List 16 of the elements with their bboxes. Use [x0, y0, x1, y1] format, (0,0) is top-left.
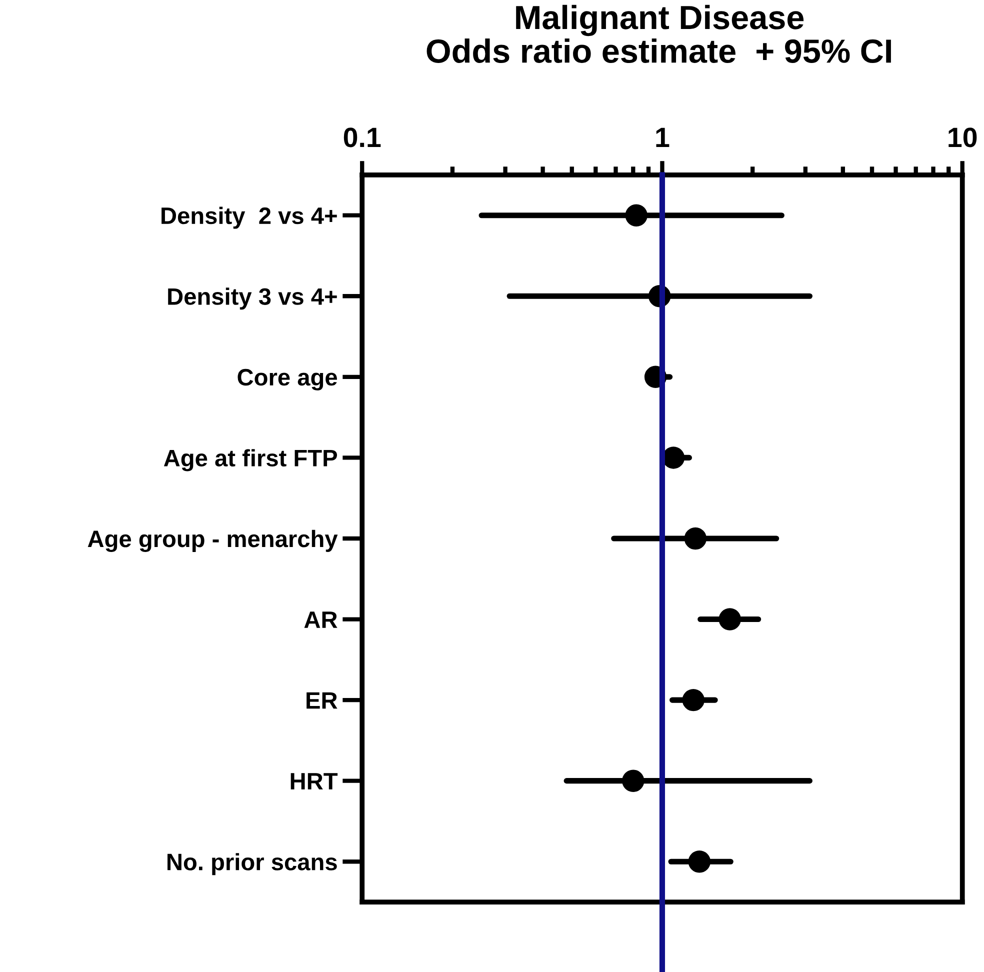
y-tick-label: No. prior scans [168, 853, 337, 876]
y-tick-label: HRT [290, 773, 338, 790]
point [682, 688, 704, 712]
y-tick-label: Core age [238, 368, 338, 390]
x-tick-label: 1 [656, 128, 670, 147]
y-tick-label: AR [304, 612, 338, 628]
y-tick-label: ER [306, 692, 338, 709]
x-tick-label: 10 [948, 128, 977, 148]
y-tick-label: Age at first FTP [164, 449, 338, 472]
y-tick-label: Density 2 vs 4+ [162, 206, 337, 229]
point [688, 850, 711, 873]
y-tick-label: Density 3 vs 4+ [168, 288, 337, 310]
chart-title: Malignant Disease Odds ratio estimate + 95% CI [426, 4, 891, 63]
point [684, 527, 707, 550]
y-tick-label: Age group - menarchy [88, 530, 338, 552]
x-tick-label: 0.1 [344, 128, 381, 148]
